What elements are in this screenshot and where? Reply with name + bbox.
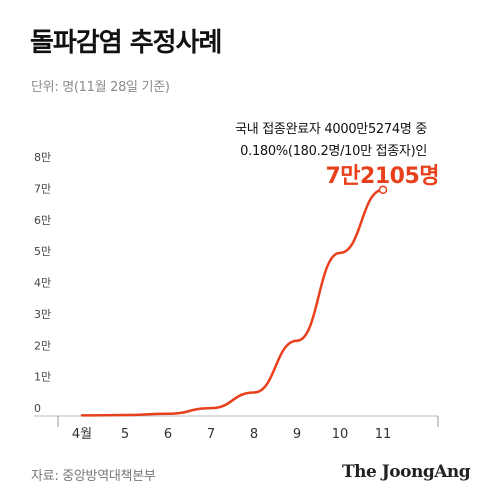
series-line	[80, 188, 385, 417]
annotation-line-2: 0.180%(180.2명/10만 접종자)인	[240, 144, 427, 159]
annotation-line-1: 국내 접종완료자 4000만5274명 중	[235, 122, 427, 137]
y-tick-label: 5만	[34, 245, 51, 258]
x-tick-label: 6	[164, 427, 172, 442]
x-tick-label: 8	[250, 427, 258, 442]
x-tick-label: 5	[121, 427, 129, 442]
y-tick-label: 4만	[34, 277, 51, 290]
x-axis: 4월 5 6 7 8 9 10 11	[34, 415, 439, 442]
x-tick-label: 7	[207, 427, 215, 442]
x-tick-label: 9	[293, 427, 301, 442]
y-tick-label: 1만	[34, 371, 51, 384]
y-tick-label: 2만	[34, 339, 51, 352]
endpoint-marker	[378, 185, 388, 195]
y-tick-label: 6만	[34, 214, 51, 227]
annotation-highlight: 7만2105명	[325, 164, 439, 189]
y-tick-label: 3만	[34, 308, 51, 321]
unit-note: 단위: 명(11월 28일 기준)	[31, 80, 170, 95]
x-tick-label: 11	[375, 427, 392, 442]
y-tick-label: 7만	[34, 182, 51, 195]
x-tick-label: 4월	[72, 427, 92, 442]
y-tick-label: 0	[34, 402, 41, 415]
x-tick-label: 10	[332, 427, 349, 442]
source-note: 자료: 중앙방역대책본부	[31, 469, 156, 484]
y-tick-label: 8만	[34, 151, 51, 164]
series-layer	[80, 185, 388, 417]
y-axis: 0 1만 2만 3만 4만 5만 6만 7만 8만	[34, 151, 51, 415]
publisher-logo: The JoongAng	[342, 462, 471, 482]
chart-title: 돌파감염 추정사례	[30, 28, 222, 58]
